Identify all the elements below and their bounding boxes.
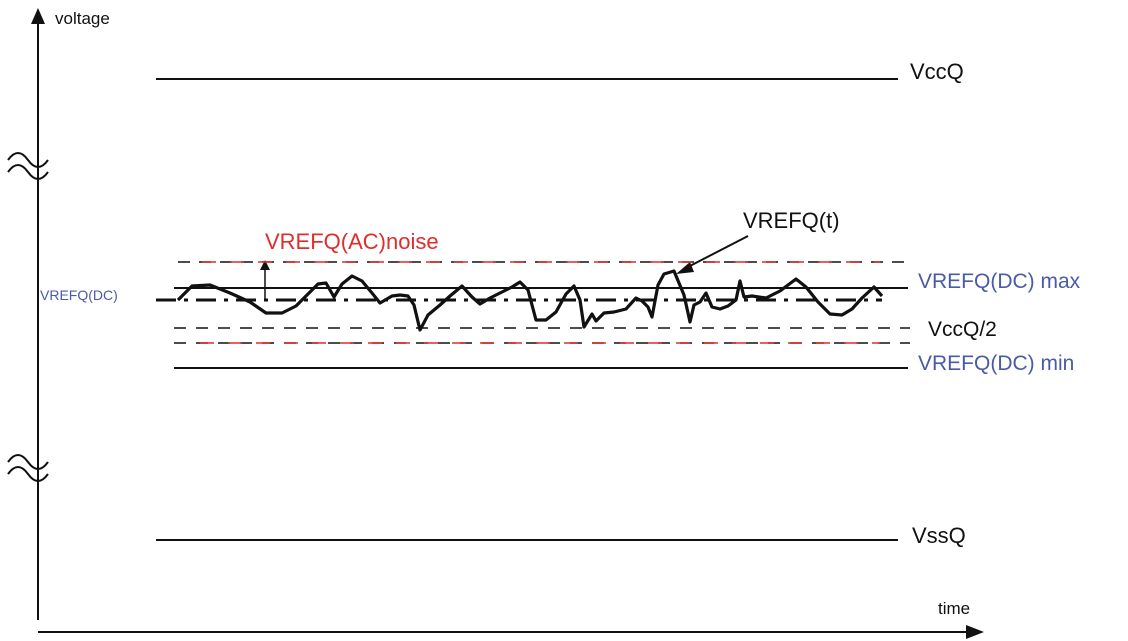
time-axis-arrow bbox=[966, 625, 984, 639]
vccq-label: VccQ bbox=[910, 59, 964, 84]
time-axis-label: time bbox=[938, 599, 970, 618]
vrefq-t-pointer-head bbox=[676, 262, 694, 274]
voltage-axis-arrow bbox=[31, 8, 45, 24]
ac-noise-label: VREFQ(AC)noise bbox=[265, 229, 439, 254]
vrefq-dc-label: VREFQ(DC) bbox=[40, 287, 118, 303]
vrefq-dc-max-label: VREFQ(DC) max bbox=[918, 270, 1081, 293]
vrefq-t-waveform bbox=[176, 269, 884, 332]
vccq-half-label: VccQ/2 bbox=[928, 318, 997, 341]
axes: voltage time bbox=[7, 8, 984, 639]
ac-noise-arrow-head bbox=[260, 260, 270, 270]
vrefq-t-label: VREFQ(t) bbox=[743, 208, 840, 233]
voltage-axis-label: voltage bbox=[55, 9, 110, 28]
vrefq-dc-min-label: VREFQ(DC) min bbox=[918, 352, 1074, 375]
axis-break-top bbox=[7, 152, 49, 180]
axis-break-bottom bbox=[7, 454, 49, 482]
vrefq-t-pointer bbox=[685, 235, 749, 269]
vssq-label: VssQ bbox=[912, 523, 966, 548]
